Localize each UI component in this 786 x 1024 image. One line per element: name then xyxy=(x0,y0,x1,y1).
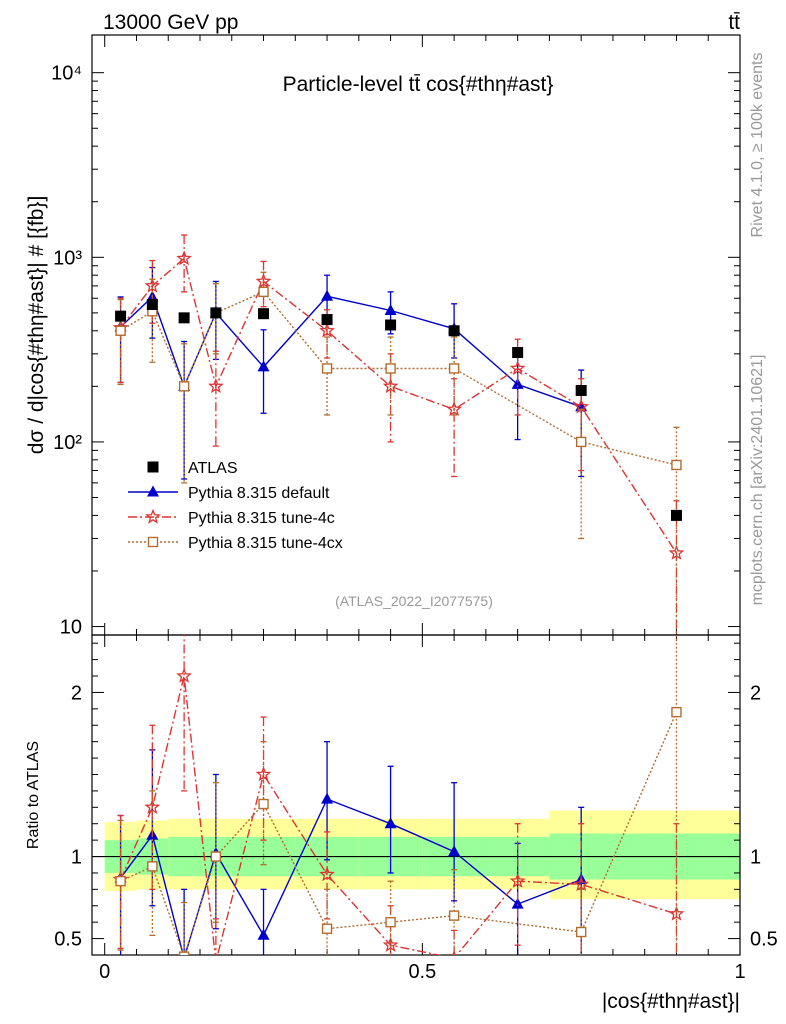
data-point-default xyxy=(384,304,397,316)
legend: ATLAS Pythia 8.315 default Pythia 8.315 tu… xyxy=(128,460,343,552)
legend-marker-default xyxy=(147,485,159,497)
data-point-tune4c xyxy=(382,936,399,952)
y-tick-label: 10 xyxy=(60,617,82,639)
legend-marker-data xyxy=(147,461,159,473)
data-point-default xyxy=(257,928,270,940)
data-point-tune4cx xyxy=(385,916,396,928)
data-point-default xyxy=(321,289,334,301)
y-tick-label: 1 xyxy=(71,847,82,869)
data-point-tune4c xyxy=(144,799,161,815)
analysis-id: (ATLAS_2022_I2077575) xyxy=(335,593,493,609)
data-point-tune4c xyxy=(176,250,193,266)
data-point-data xyxy=(146,299,158,311)
data-point-data xyxy=(258,308,270,320)
plot-frame xyxy=(91,634,741,956)
data-point-data xyxy=(385,319,397,331)
series-line-default xyxy=(120,295,582,408)
y-tick-label: 1 xyxy=(750,847,761,869)
data-point-tune4cx xyxy=(210,851,222,862)
data-point-tune4c xyxy=(176,667,193,683)
y-tick-label: 10³ xyxy=(53,247,82,269)
x-tick-label: 1 xyxy=(734,961,745,983)
y-axis-label: dσ / d|cos{#thη#ast}| # [{fb}] xyxy=(25,196,48,455)
data-point-tune4c xyxy=(215,953,217,955)
x-axis-label: |cos{#thη#ast}| xyxy=(602,990,740,1013)
process-label: tt̄ xyxy=(728,11,740,34)
ratio-y-axis-label: Ratio to ATLAS xyxy=(25,741,42,849)
data-point-tune4cx xyxy=(575,436,587,448)
series-group xyxy=(115,299,682,521)
data-point-tune4cx xyxy=(147,861,158,872)
data-point-tune4c xyxy=(446,401,463,417)
data-point-tune4c xyxy=(255,766,272,782)
data-point-data xyxy=(321,314,333,326)
data-point-tune4c xyxy=(319,866,335,882)
x-tick-label: 0.5 xyxy=(408,961,436,983)
y-tick-label: 2 xyxy=(71,682,82,704)
energy-label: 13000 GeV pp xyxy=(103,11,238,34)
data-point-tune4c xyxy=(509,872,526,888)
series-group xyxy=(112,635,685,955)
data-point-default xyxy=(321,792,334,804)
data-point-tune4c xyxy=(509,360,526,376)
y-tick-label: 10⁴ xyxy=(51,63,82,85)
data-point-default xyxy=(384,817,397,829)
series-line-tune4cx xyxy=(120,711,678,955)
series-line-tune4cx xyxy=(120,290,677,466)
main-plot: 10 10² 10³ 10⁴ xyxy=(51,34,741,639)
y-tick-label: 2 xyxy=(750,682,761,704)
data-point-tune4c xyxy=(573,876,590,892)
data-point-tune4cx xyxy=(448,363,460,374)
data-point-tune4cx xyxy=(671,459,682,471)
x-tick-label: 0 xyxy=(99,961,110,983)
data-point-tune4cx xyxy=(448,910,460,921)
data-point-default xyxy=(448,845,461,857)
data-point-data xyxy=(575,384,587,396)
data-point-tune4cx xyxy=(321,923,333,934)
data-point-data xyxy=(210,307,222,319)
legend-label-data: ATLAS xyxy=(188,460,238,477)
data-point-tune4cx xyxy=(258,286,269,298)
legend-label-tune4c: Pythia 8.315 tune-4c xyxy=(188,510,335,527)
rivet-label: Rivet 4.1.0, ≥ 100k events xyxy=(749,53,766,238)
data-point-data xyxy=(670,509,682,521)
data-point-tune4cx xyxy=(115,325,126,336)
data-point-tune4c xyxy=(207,378,224,394)
series-line-tune4c xyxy=(120,257,678,554)
data-point-data xyxy=(115,310,127,322)
legend-marker-tune4cx xyxy=(147,536,159,548)
data-point-data xyxy=(178,312,190,324)
data-point-tune4cx xyxy=(321,363,333,374)
legend-label-tune4cx: Pythia 8.315 tune-4cx xyxy=(188,535,343,552)
data-point-tune4cx xyxy=(178,951,190,955)
chart-title: Particle-level tt̄ cos{#thη#ast} xyxy=(283,73,554,96)
y-tick-label: 0.5 xyxy=(54,929,82,951)
data-point-tune4cx xyxy=(575,926,587,938)
data-point-default xyxy=(511,377,524,389)
y-tick-label: 10² xyxy=(53,432,82,454)
data-point-tune4c xyxy=(452,949,457,955)
data-point-tune4cx xyxy=(115,875,126,887)
data-point-data xyxy=(512,347,524,359)
ratio-plot: 0.5 0.51 12 20 0.5 1 xyxy=(54,634,778,983)
mcplots-label: mcplots.cern.ch [arXiv:2401.10621] xyxy=(749,355,766,606)
data-point-tune4c xyxy=(319,322,335,338)
data-point-tune4cx xyxy=(671,706,682,718)
data-point-default xyxy=(257,360,270,372)
data-point-tune4cx xyxy=(178,381,190,392)
data-point-tune4cx xyxy=(385,363,396,374)
data-point-tune4cx xyxy=(258,798,269,810)
data-point-data xyxy=(448,325,460,337)
legend-marker-tune4c xyxy=(145,508,161,524)
y-tick-label: 0.5 xyxy=(750,929,778,951)
data-point-default xyxy=(511,897,524,909)
legend-label-default: Pythia 8.315 default xyxy=(188,485,330,502)
